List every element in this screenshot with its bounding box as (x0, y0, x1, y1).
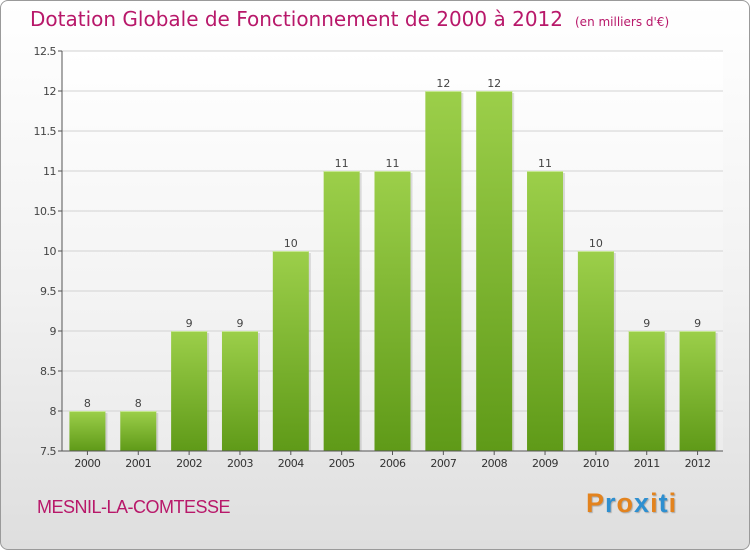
bar (323, 171, 360, 451)
data-label: 9 (694, 317, 701, 330)
bar (374, 171, 411, 451)
bar (221, 331, 258, 451)
bar (120, 411, 157, 451)
x-tick-label: 2010 (583, 457, 609, 470)
x-tick-label: 2003 (227, 457, 253, 470)
y-tick-label: 9 (50, 325, 57, 338)
proxiti-logo[interactable]: Proxiti (586, 488, 677, 519)
data-label: 8 (84, 397, 91, 410)
x-tick-label: 2000 (74, 457, 100, 470)
town-name: MESNIL-LA-COMTESSE (37, 497, 231, 517)
y-tick-label: 12.5 (34, 45, 57, 58)
y-tick-label: 10.5 (34, 205, 57, 218)
logo-letter: t (658, 488, 669, 518)
data-label: 11 (386, 157, 400, 170)
data-label: 11 (538, 157, 552, 170)
x-tick-label: 2002 (176, 457, 202, 470)
x-tick-label: 2009 (532, 457, 558, 470)
title-text: Dotation Globale de Fonctionnement de 20… (30, 7, 563, 31)
bar (679, 331, 716, 451)
bar (272, 251, 309, 451)
data-label: 10 (284, 237, 298, 250)
chart-title: Dotation Globale de Fonctionnement de 20… (30, 7, 669, 31)
bar (476, 91, 513, 451)
unit-text: (en milliers d'€) (575, 15, 670, 29)
bar (628, 331, 665, 451)
label-layer: 8 8 9 9 10 11 11 12 12 11 10 9 9 (84, 77, 701, 410)
x-tick-label: 2004 (278, 457, 304, 470)
bar-layer (69, 91, 718, 451)
bar (69, 411, 106, 451)
bar (425, 91, 462, 451)
data-label: 9 (643, 317, 650, 330)
data-label: 12 (487, 77, 501, 90)
y-tick-label: 9.5 (40, 285, 56, 298)
y-tick-label: 8.5 (40, 365, 56, 378)
y-tick-label: 12 (43, 85, 56, 98)
bar (171, 331, 208, 451)
logo-letter: x (634, 488, 651, 518)
logo-letter: i (668, 488, 678, 518)
data-label: 12 (436, 77, 450, 90)
logo-letter: o (616, 488, 635, 518)
y-tick-label: 10 (43, 245, 56, 258)
x-tick-label: 2012 (685, 457, 711, 470)
logo-letter: i (650, 488, 659, 518)
x-tick-label: 2001 (125, 457, 151, 470)
bar (527, 171, 564, 451)
axis-layer: 7.5 8 8.5 9 9.5 10 10.5 11 11.5 12 12.5 2000 2001 200… (34, 45, 723, 470)
x-tick-label: 2007 (430, 457, 456, 470)
logo-letter: r (605, 488, 617, 518)
data-label: 10 (589, 237, 603, 250)
data-label: 9 (186, 317, 193, 330)
x-tick-label: 2011 (634, 457, 660, 470)
y-tick-label: 8 (50, 405, 57, 418)
y-tick-label: 11 (43, 165, 56, 178)
x-tick-label: 2005 (329, 457, 355, 470)
y-tick-label: 11.5 (34, 125, 57, 138)
x-tick-label: 2008 (481, 457, 507, 470)
y-tick-label: 7.5 (40, 445, 56, 458)
data-label: 11 (335, 157, 349, 170)
bar (577, 251, 614, 451)
x-tick-label: 2006 (380, 457, 406, 470)
logo-letter: P (586, 488, 606, 518)
data-label: 8 (135, 397, 142, 410)
data-label: 9 (236, 317, 243, 330)
